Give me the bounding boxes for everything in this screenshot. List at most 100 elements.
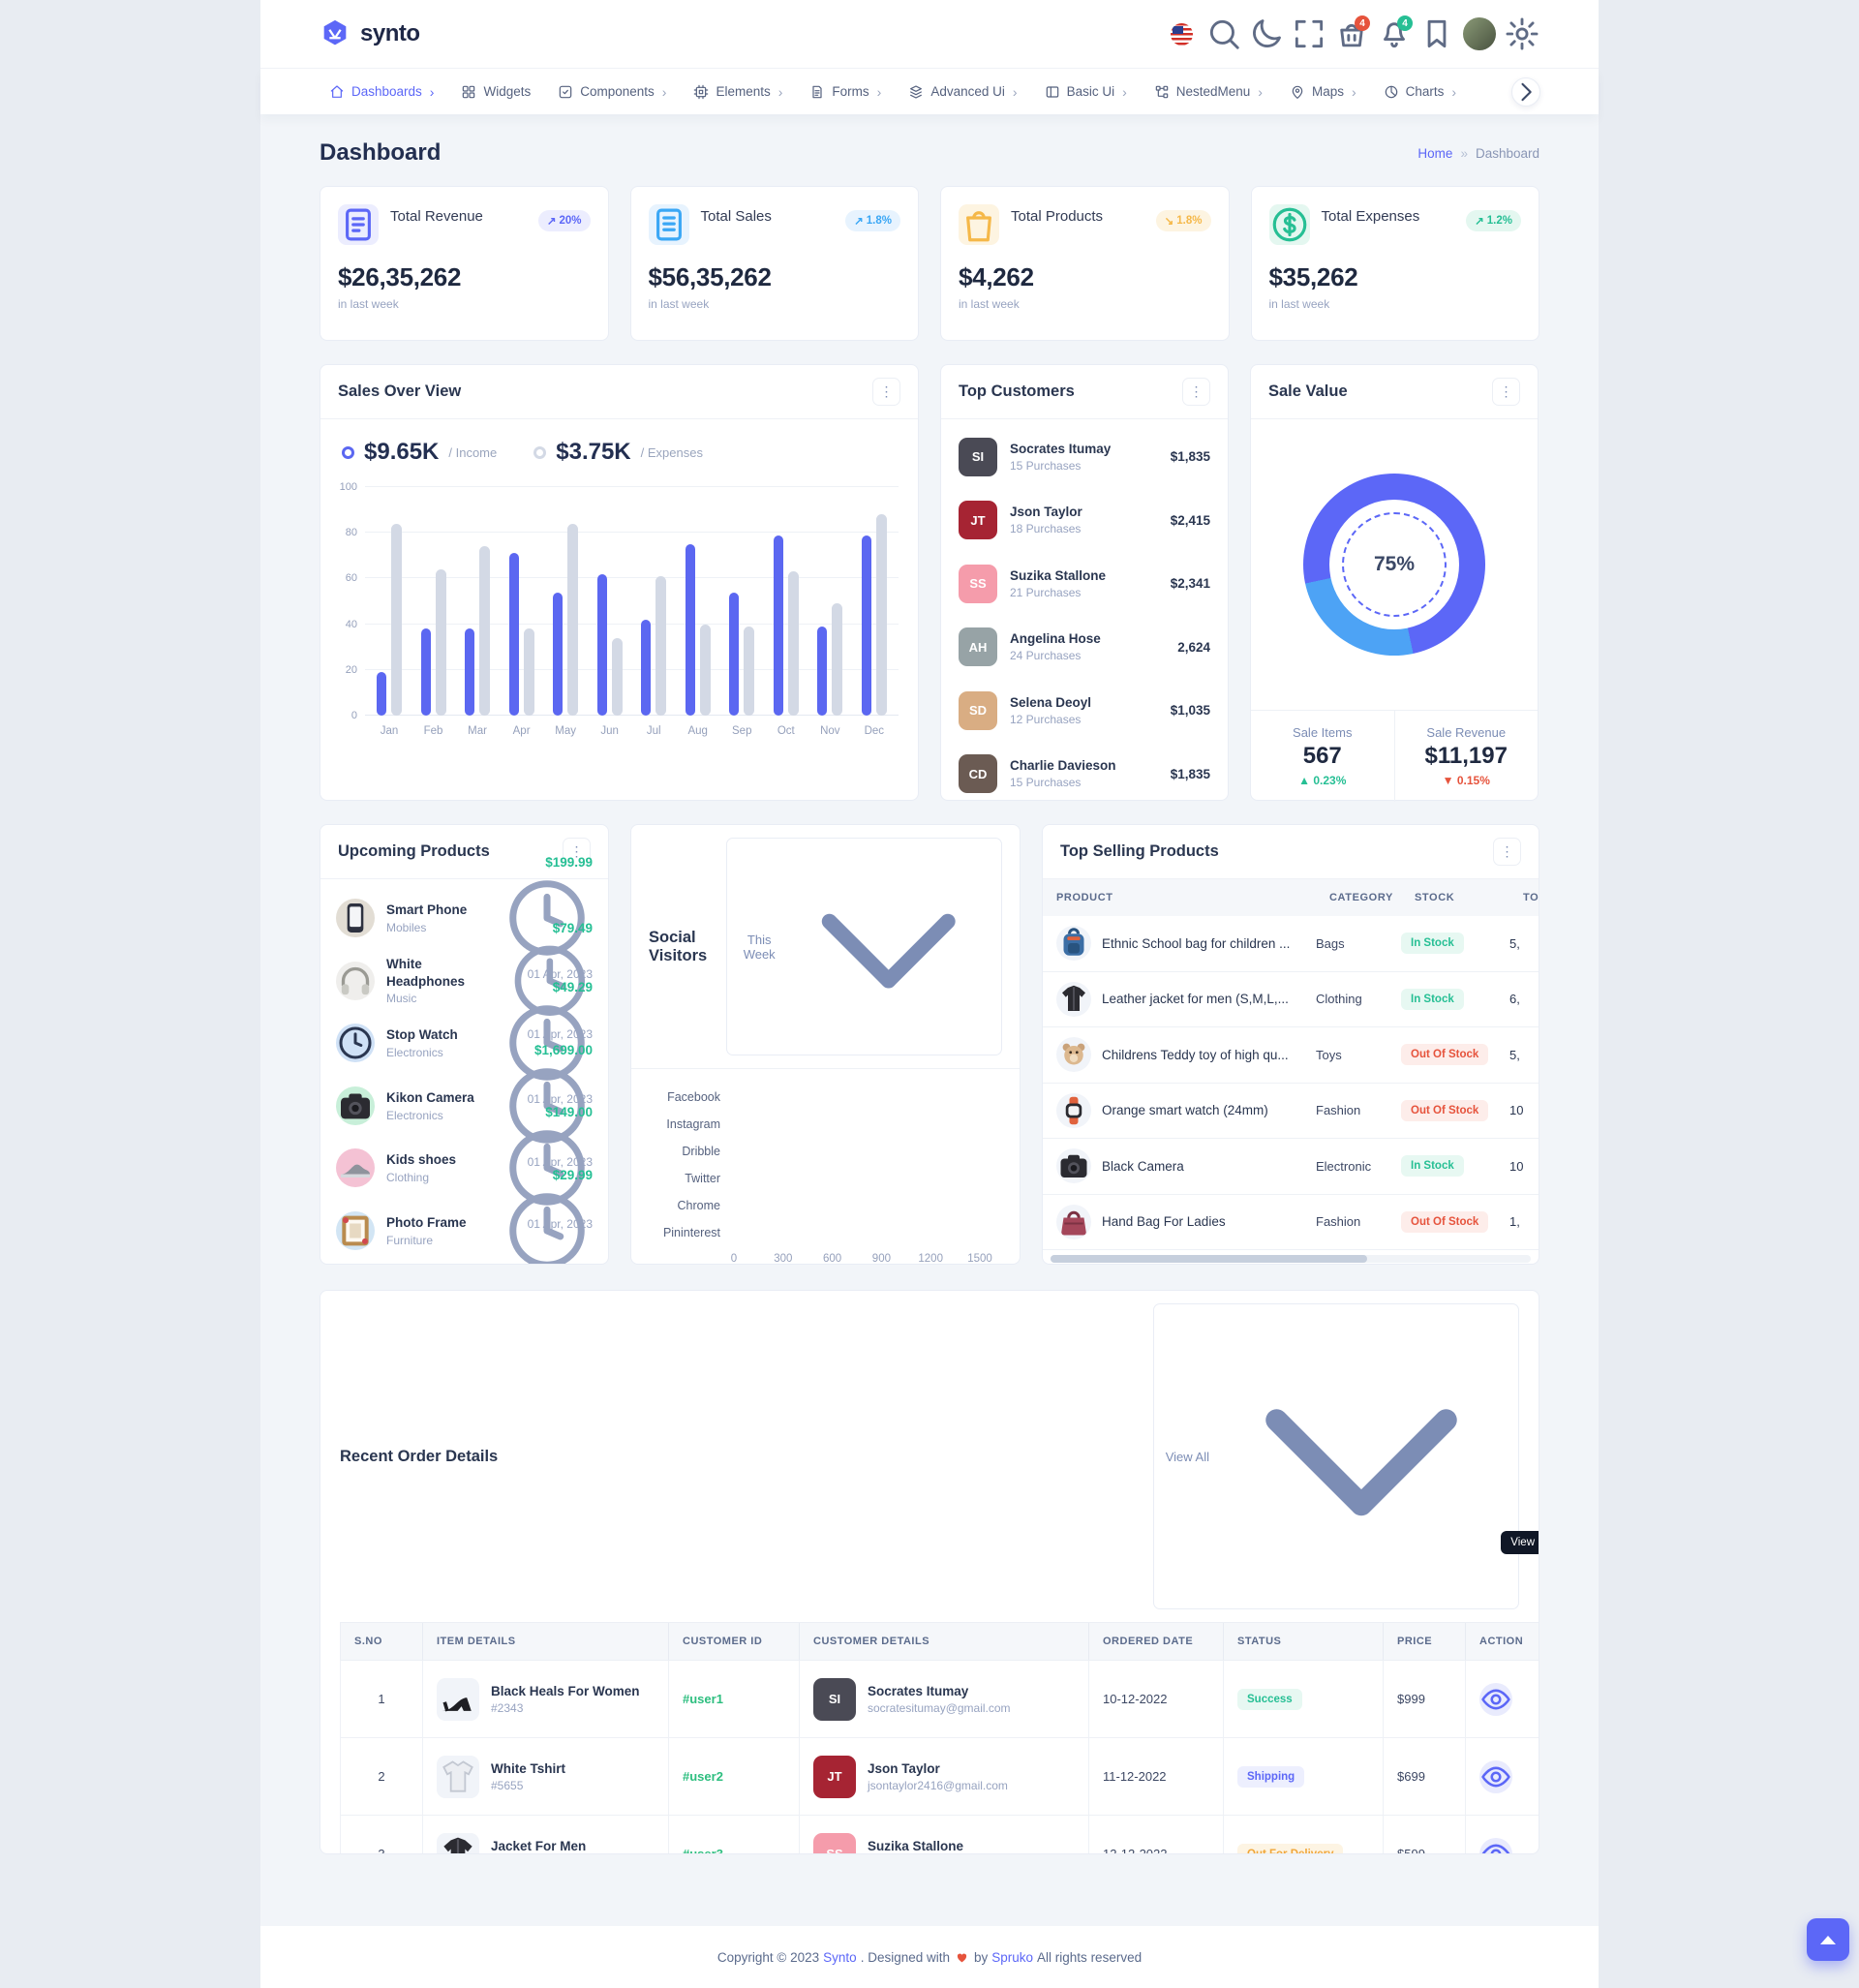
view-order-button[interactable]	[1479, 1837, 1512, 1853]
stock-badge: Out Of Stock	[1401, 1044, 1489, 1066]
top-selling-menu-button[interactable]: ⋮	[1493, 838, 1521, 866]
profile-button[interactable]	[1461, 15, 1498, 52]
orders-view-all-button[interactable]: View All	[1152, 1303, 1519, 1609]
search-button[interactable]	[1205, 15, 1242, 52]
nav-item-label: Advanced Ui	[930, 84, 1005, 99]
upcoming-product-row: White Headphones Music $79.49 01 Apr, 20…	[336, 921, 593, 1041]
x-axis-label: May	[555, 725, 576, 737]
trend-arrow-icon: ↗	[1475, 216, 1484, 228]
bookmark-button[interactable]	[1418, 15, 1455, 52]
column-header: CUSTOMER ID	[669, 1623, 800, 1660]
cart-button[interactable]: 4	[1333, 15, 1370, 52]
dark-mode-button[interactable]	[1248, 15, 1285, 52]
bar-group-feb: Feb	[413, 487, 454, 737]
copyright-text: Copyright © 2023	[716, 1949, 820, 1965]
fullscreen-button[interactable]	[1291, 15, 1327, 52]
language-button[interactable]	[1163, 15, 1200, 52]
stat-value: $26,35,262	[338, 262, 462, 291]
stock-badge: In Stock	[1401, 933, 1464, 955]
nav-item-forms[interactable]: Forms ›	[799, 77, 892, 107]
home-icon	[329, 84, 345, 100]
app-header: synto 4 4	[260, 0, 1599, 68]
settings-button[interactable]	[1504, 15, 1540, 52]
by-text: by	[974, 1949, 989, 1965]
scroll-to-top-button[interactable]	[1807, 1918, 1849, 1961]
eye-icon	[1479, 1683, 1512, 1716]
expenses-bar	[744, 626, 755, 716]
sale-revenue-delta: 0.15%	[1456, 774, 1490, 787]
watch-icon	[1056, 1093, 1091, 1128]
customer-purchases: 21 Purchases	[1010, 585, 1082, 599]
social-label: Facebook	[667, 1090, 720, 1105]
scrollbar-thumb[interactable]	[1051, 1255, 1368, 1263]
product-price: $1,699.00	[533, 1042, 593, 1057]
top-customers-menu-button[interactable]: ⋮	[1182, 378, 1210, 406]
horizontal-scrollbar[interactable]	[1051, 1255, 1531, 1263]
stat-period: in last week	[338, 297, 399, 311]
arrow-up-icon	[1820, 1935, 1836, 1944]
sale-value-menu-button[interactable]: ⋮	[1492, 378, 1520, 406]
ordered-date: 11-12-2022	[1089, 1738, 1224, 1815]
caret-icon: ›	[1258, 83, 1263, 100]
x-axis-label: Sep	[732, 725, 752, 737]
avatar: AH	[959, 627, 997, 667]
y-axis-tick: 100	[339, 481, 357, 493]
order-row: 2 White Tshirt #5655 #user2 JT Json Tayl…	[340, 1738, 1539, 1816]
customer-row: AH Angelina Hose 24 Purchases 2,624	[959, 616, 1210, 680]
view-tooltip: View	[1501, 1531, 1539, 1554]
product-category: Clothing	[386, 1171, 430, 1185]
customer-id[interactable]: #user3	[669, 1816, 800, 1853]
order-price: $599	[1384, 1816, 1466, 1853]
nav-item-advanced-ui[interactable]: Advanced Ui ›	[898, 77, 1027, 107]
dollar-icon	[1269, 204, 1310, 245]
order-row: 3 Jacket For Men #15245 #user3 SS Suzika…	[340, 1816, 1539, 1853]
view-order-button[interactable]	[1479, 1682, 1512, 1716]
spruko-link[interactable]: Spruko	[991, 1949, 1034, 1965]
nav-scroll-right-button[interactable]	[1511, 76, 1540, 107]
jacket-icon	[437, 1833, 479, 1853]
upcoming-products-menu-button[interactable]: ⋮	[563, 838, 591, 866]
avatar: SI	[813, 1677, 856, 1721]
status-badge: Out For Delivery	[1237, 1843, 1344, 1853]
social-bar-row: Pininterest	[641, 1226, 994, 1239]
product-price: $49.29	[552, 980, 593, 995]
social-bar-row: Twitter	[641, 1172, 994, 1185]
nav-item-nestedmenu[interactable]: NestedMenu ›	[1143, 77, 1273, 107]
view-order-button[interactable]	[1479, 1759, 1512, 1793]
x-axis-label: Feb	[423, 725, 443, 737]
y-axis-tick: 60	[345, 572, 357, 585]
product-category: Clothing	[1316, 992, 1362, 1007]
ordered-date: 12-12-2022	[1089, 1816, 1224, 1853]
chevron-down-icon	[1216, 1311, 1507, 1602]
nav-item-charts[interactable]: Charts ›	[1373, 77, 1467, 107]
sales-legend: $9.65K / Income $3.75K / Expenses	[320, 419, 918, 472]
caret-icon: ›	[661, 83, 667, 100]
nav-item-label: Charts	[1405, 84, 1445, 99]
nav-item-maps[interactable]: Maps ›	[1279, 77, 1367, 107]
customer-id[interactable]: #user1	[669, 1661, 800, 1737]
social-visitors-filter-button[interactable]: This Week	[725, 838, 1002, 1056]
product-thumbnail	[1056, 981, 1091, 1017]
nav-item-elements[interactable]: Elements ›	[683, 77, 793, 107]
brand-logo[interactable]: synto	[319, 17, 420, 50]
nav-item-components[interactable]: Components ›	[547, 77, 677, 107]
headphones-icon	[336, 962, 375, 1000]
notifications-button[interactable]: 4	[1376, 15, 1413, 52]
customer-id[interactable]: #user2	[669, 1738, 800, 1815]
upcoming-product-row: Smart Phone Mobiles $199.99 01 Apr, 2023	[336, 855, 593, 981]
social-label: Chrome	[677, 1199, 720, 1213]
caret-icon: ›	[1451, 83, 1457, 100]
nav-item-widgets[interactable]: Widgets	[450, 77, 541, 107]
nav-item-dashboards[interactable]: Dashboards ›	[319, 77, 444, 107]
customer-purchases: 12 Purchases	[1010, 712, 1082, 726]
elements-icon	[693, 84, 709, 100]
sale-value-title: Sale Value	[1268, 382, 1348, 400]
nav-item-basic-ui[interactable]: Basic Ui ›	[1034, 77, 1138, 107]
breadcrumb-home-link[interactable]: Home	[1417, 145, 1453, 161]
sales-overview-menu-button[interactable]: ⋮	[872, 378, 900, 406]
synto-link[interactable]: Synto	[823, 1949, 857, 1965]
product-category: Bags	[1316, 935, 1345, 951]
nav-item-label: Components	[580, 84, 655, 99]
notification-count-badge: 4	[1397, 15, 1413, 31]
product-thumbnail	[1056, 1037, 1091, 1073]
